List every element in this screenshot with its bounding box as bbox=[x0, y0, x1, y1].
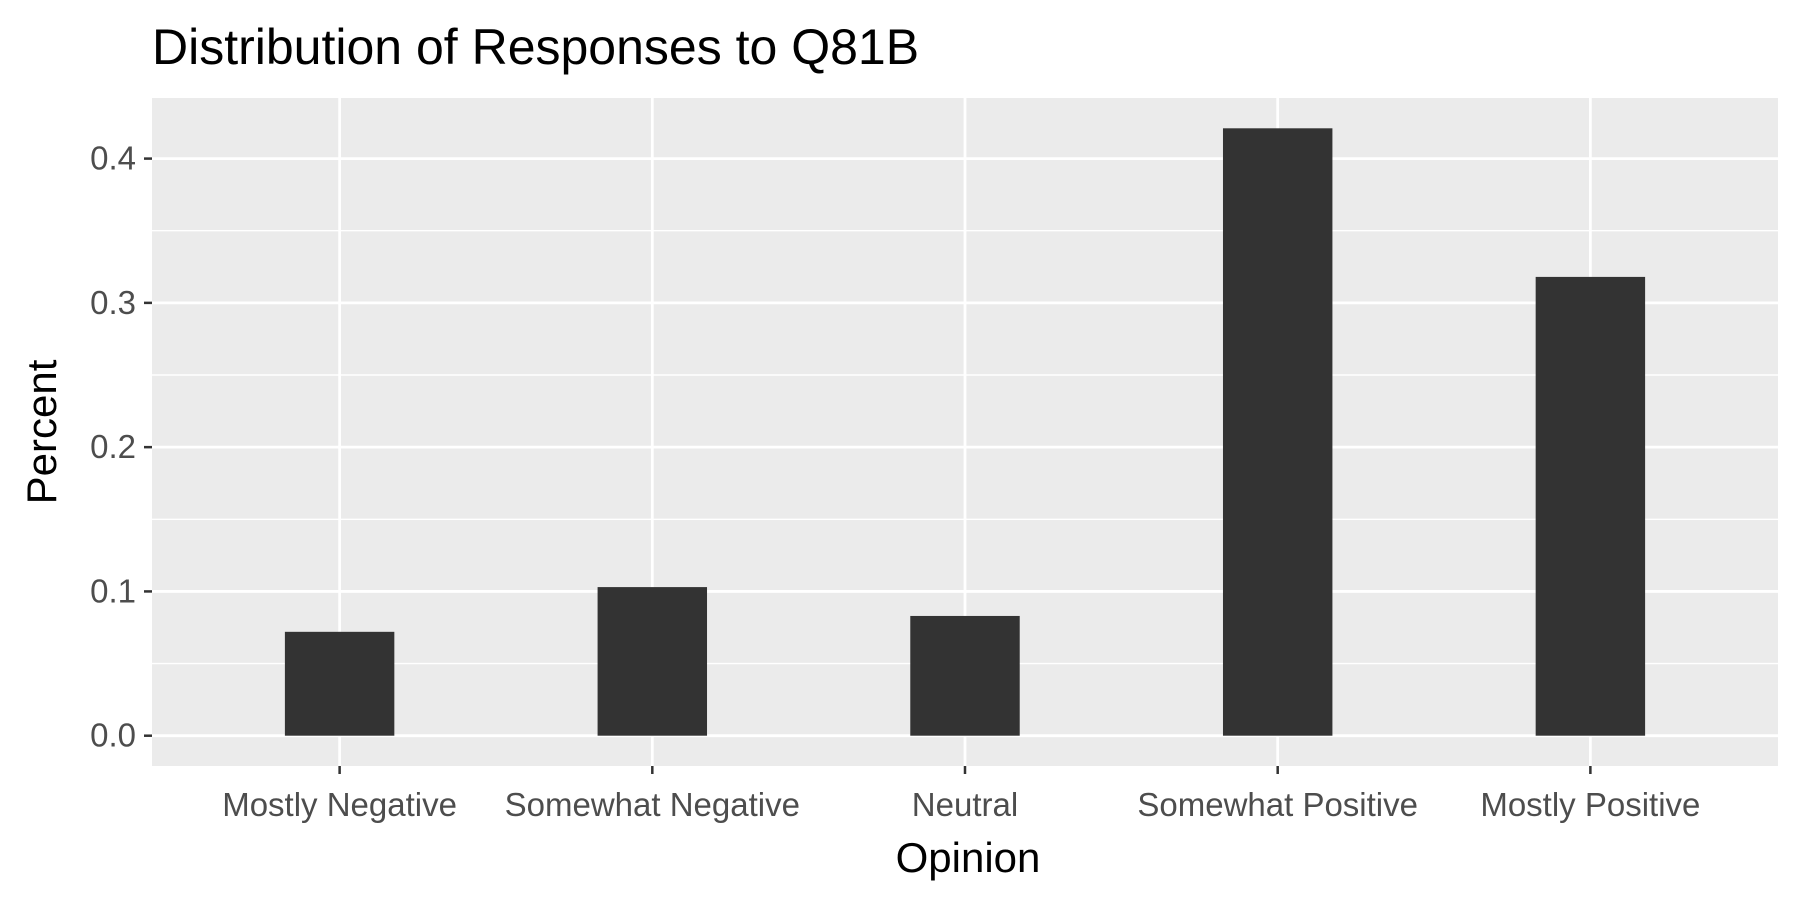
chart-title: Distribution of Responses to Q81B bbox=[152, 19, 919, 75]
bar-neutral bbox=[910, 615, 1020, 736]
bar-mostly-positive bbox=[1535, 276, 1646, 736]
y-tick-label: 0.4 bbox=[90, 140, 136, 177]
y-tick-label: 0.0 bbox=[90, 717, 136, 754]
x-axis-title: Opinion bbox=[896, 834, 1041, 881]
y-tick-label: 0.2 bbox=[90, 428, 136, 465]
x-tick-label: Somewhat Positive bbox=[1137, 786, 1418, 823]
x-axis: Mostly Negative Somewhat Negative Neutral S… bbox=[222, 766, 1700, 823]
bar-somewhat-negative bbox=[597, 587, 708, 736]
bars bbox=[284, 128, 1646, 736]
y-axis: 0.0 0.1 0.2 0.3 0.4 bbox=[90, 140, 152, 754]
bar-mostly-negative bbox=[284, 631, 395, 736]
x-tick-label: Neutral bbox=[912, 786, 1018, 823]
y-axis-title: Percent bbox=[18, 359, 65, 504]
bar-somewhat-positive bbox=[1222, 128, 1333, 736]
grid-lines bbox=[152, 98, 1778, 766]
x-tick-label: Mostly Positive bbox=[1480, 786, 1700, 823]
x-tick-label: Mostly Negative bbox=[222, 786, 457, 823]
x-tick-label: Somewhat Negative bbox=[505, 786, 800, 823]
y-tick-label: 0.3 bbox=[90, 284, 136, 321]
y-tick-label: 0.1 bbox=[90, 572, 136, 609]
